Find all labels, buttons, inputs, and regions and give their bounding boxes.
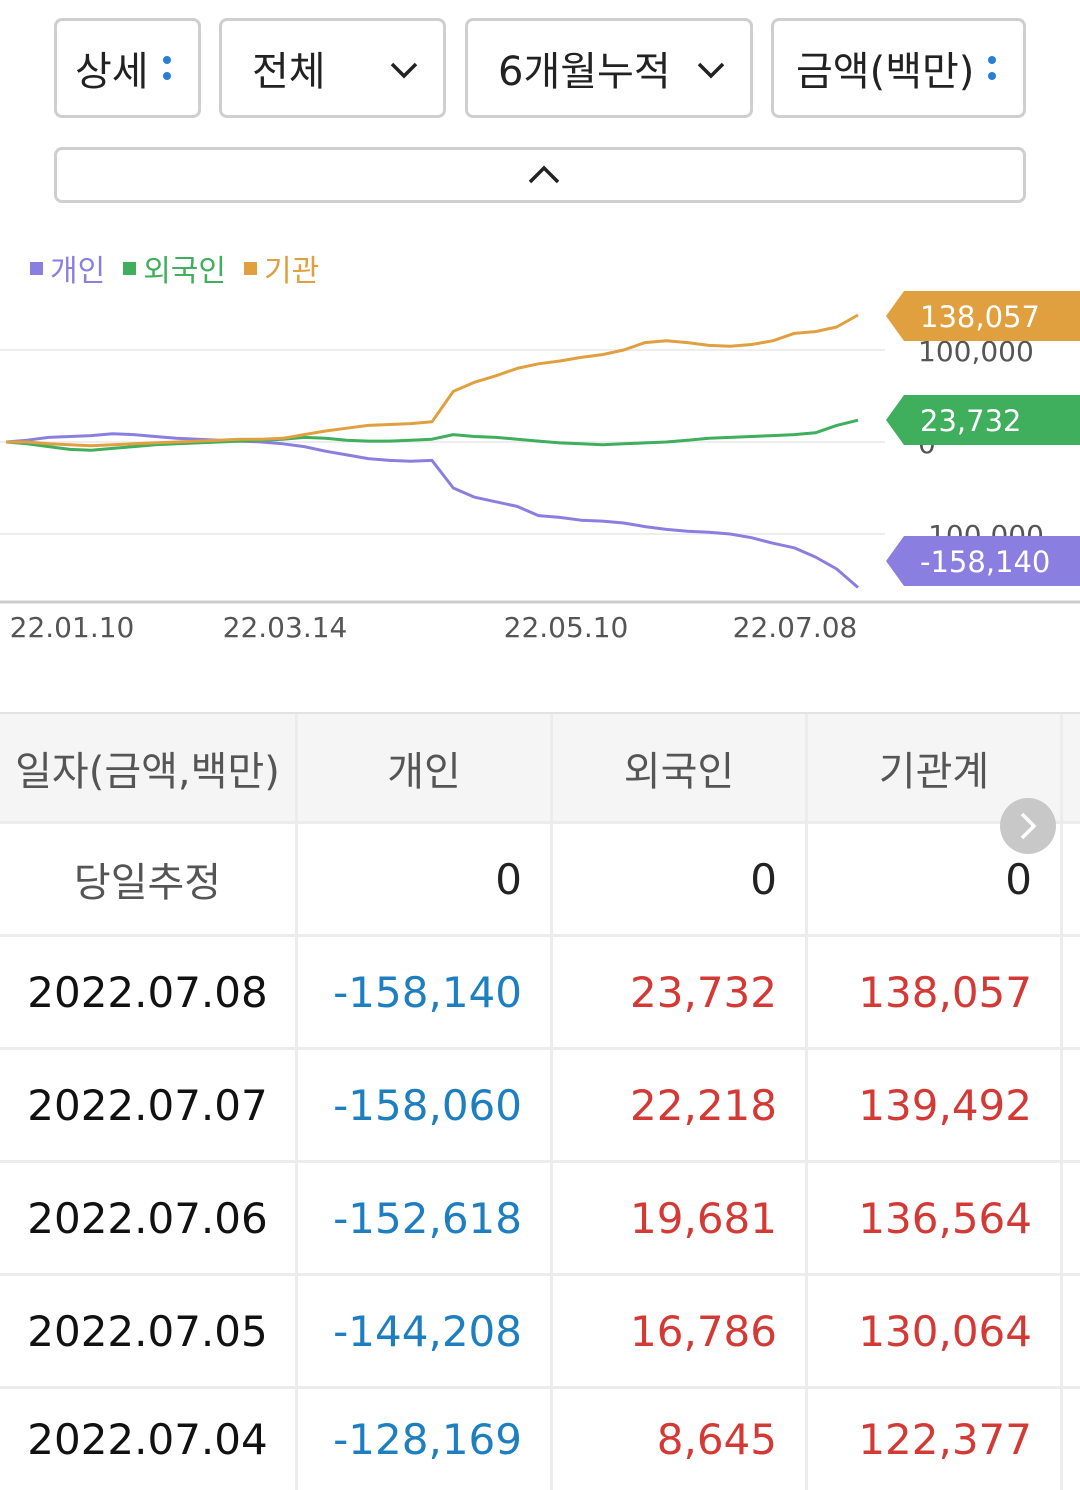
investor-flow-chart: 100,0000-100,00022.01.1022.03.1422.05.10… xyxy=(0,291,1080,644)
x-tick-label: 22.07.08 xyxy=(733,611,858,644)
row-date: 2022.07.07 xyxy=(0,1050,298,1160)
detail-menu-button[interactable]: 상세 xyxy=(54,18,201,118)
row-institution: 130,064 xyxy=(808,1276,1063,1386)
filter-bar: 상세 전체 6개월누적 금액(백만) xyxy=(0,0,1080,130)
table-row: 2022.07.04 -128,169 8,645 122,377 xyxy=(0,1389,1080,1490)
series-line-0 xyxy=(5,432,859,589)
scroll-right-button[interactable] xyxy=(1000,798,1056,854)
end-label-text-1: 23,732 xyxy=(920,404,1021,438)
chevron-down-icon xyxy=(390,62,418,79)
table-header: 일자(금액,백만) 개인 외국인 기관계 xyxy=(0,712,1080,824)
table-row: 2022.07.05 -144,208 16,786 130,064 xyxy=(0,1276,1080,1389)
row-institution: 138,057 xyxy=(808,937,1063,1047)
header-individual: 개인 xyxy=(298,714,553,821)
estimate-foreign: 0 xyxy=(553,824,808,934)
row-individual: -144,208 xyxy=(298,1276,553,1386)
chevron-up-icon xyxy=(528,165,560,184)
chart-legend: 개인 외국인 기관 xyxy=(30,246,319,290)
row-foreign: 16,786 xyxy=(553,1276,808,1386)
row-date: 2022.07.08 xyxy=(0,937,298,1047)
x-tick-label: 22.01.10 xyxy=(10,611,135,644)
market-select[interactable]: 전체 xyxy=(219,18,446,118)
series-line-1 xyxy=(5,418,859,452)
end-label-text-0: -158,140 xyxy=(920,545,1050,579)
table-row-estimate: 당일추정 0 0 0 xyxy=(0,824,1080,937)
table-row: 2022.07.08 -158,140 23,732 138,057 xyxy=(0,937,1080,1050)
x-tick-label: 22.05.10 xyxy=(504,611,629,644)
period-select[interactable]: 6개월누적 xyxy=(465,18,753,118)
legend-item-foreign: 외국인 xyxy=(123,246,226,290)
series-line-2 xyxy=(6,313,859,448)
market-label: 전체 xyxy=(252,49,326,95)
estimate-institution: 0 xyxy=(808,824,1063,934)
estimate-individual: 0 xyxy=(298,824,553,934)
table-row: 2022.07.06 -152,618 19,681 136,564 xyxy=(0,1163,1080,1276)
end-label-tag-2 xyxy=(886,291,1080,341)
end-label-text-2: 138,057 xyxy=(920,300,1040,334)
period-label: 6개월누적 xyxy=(498,49,671,95)
legend-item-individual: 개인 xyxy=(30,246,105,290)
header-date: 일자(금액,백만) xyxy=(0,714,298,821)
header-institution: 기관계 xyxy=(808,714,1063,821)
unit-label: 금액(백만) xyxy=(796,49,975,95)
row-foreign: 22,218 xyxy=(553,1050,808,1160)
row-institution: 136,564 xyxy=(808,1163,1063,1273)
row-individual: -128,169 xyxy=(298,1389,553,1490)
row-date: 2022.07.05 xyxy=(0,1276,298,1386)
row-foreign: 23,732 xyxy=(553,937,808,1047)
chevron-down-icon xyxy=(697,62,725,79)
x-tick-label: 22.03.14 xyxy=(223,611,348,644)
detail-label: 상세 xyxy=(75,49,149,95)
row-foreign: 8,645 xyxy=(553,1389,808,1490)
row-institution: 122,377 xyxy=(808,1389,1063,1490)
row-individual: -152,618 xyxy=(298,1163,553,1273)
legend-item-institution: 기관 xyxy=(244,246,319,290)
row-date: 2022.07.06 xyxy=(0,1163,298,1273)
row-individual: -158,140 xyxy=(298,937,553,1047)
collapse-button[interactable] xyxy=(54,147,1026,203)
row-institution: 139,492 xyxy=(808,1050,1063,1160)
kebab-icon xyxy=(162,56,171,80)
row-individual: -158,060 xyxy=(298,1050,553,1160)
table-row: 2022.07.07 -158,060 22,218 139,492 xyxy=(0,1050,1080,1163)
end-label-tag-0 xyxy=(886,536,1080,586)
unit-menu-button[interactable]: 금액(백만) xyxy=(771,18,1026,118)
chevron-right-icon xyxy=(1020,812,1037,840)
kebab-icon xyxy=(988,56,997,80)
row-foreign: 19,681 xyxy=(553,1163,808,1273)
estimate-label: 당일추정 xyxy=(0,824,298,934)
header-foreign: 외국인 xyxy=(553,714,808,821)
row-date: 2022.07.04 xyxy=(0,1389,298,1490)
end-label-tag-1 xyxy=(886,395,1080,445)
